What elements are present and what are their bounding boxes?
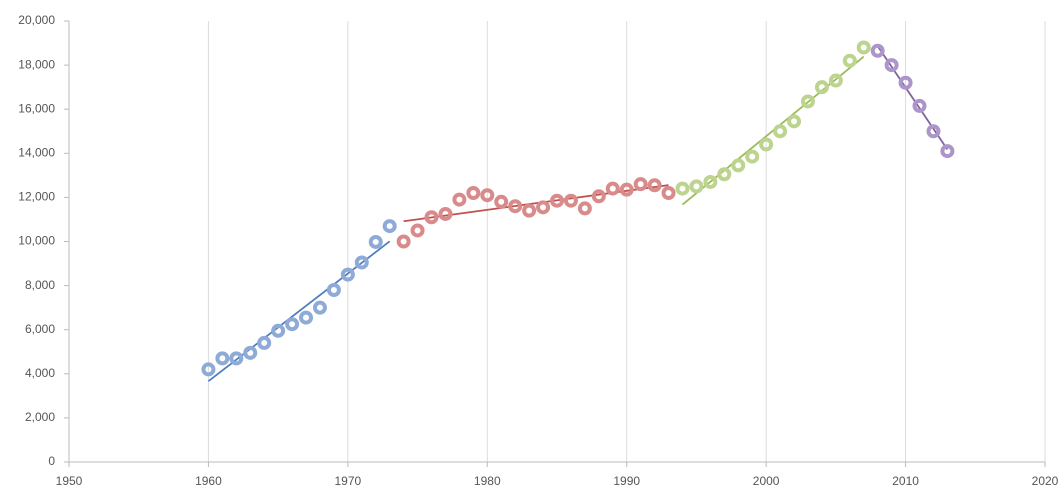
y-tick-label: 20,000 <box>18 13 55 27</box>
point <box>717 167 732 182</box>
x-tick-label: 2000 <box>753 474 780 488</box>
point <box>536 200 551 215</box>
point <box>354 255 369 270</box>
point <box>522 203 537 218</box>
point <box>884 58 899 73</box>
x-tick-label: 1970 <box>335 474 362 488</box>
trend-line <box>207 240 391 382</box>
point <box>466 185 481 200</box>
y-tick-label: 12,000 <box>18 190 55 204</box>
point <box>396 234 411 249</box>
point <box>229 351 244 366</box>
y-tick-label: 4,000 <box>25 366 55 380</box>
point <box>647 178 662 193</box>
point <box>912 98 927 113</box>
point <box>800 94 815 109</box>
y-tick-label: 8,000 <box>25 278 55 292</box>
point <box>661 185 676 200</box>
trend-line <box>403 184 669 223</box>
y-tick-label: 2,000 <box>25 410 55 424</box>
point <box>773 124 788 139</box>
point <box>898 75 913 90</box>
point <box>591 189 606 204</box>
point <box>940 144 955 159</box>
y-tick-label: 0 <box>48 454 55 468</box>
point <box>201 362 216 377</box>
point <box>828 73 843 88</box>
y-tick-label: 14,000 <box>18 145 55 159</box>
point <box>926 124 941 139</box>
point <box>675 181 690 196</box>
point <box>480 188 495 203</box>
point <box>605 181 620 196</box>
point <box>271 323 286 338</box>
point <box>299 310 314 325</box>
y-tick-label: 6,000 <box>25 322 55 336</box>
point <box>703 174 718 189</box>
y-tick-label: 10,000 <box>18 234 55 248</box>
point <box>619 182 634 197</box>
point <box>842 53 857 68</box>
y-tick-label: 18,000 <box>18 57 55 71</box>
x-tick-label: 2010 <box>892 474 919 488</box>
point <box>577 201 592 216</box>
x-tick-label: 1950 <box>56 474 83 488</box>
x-tick-label: 1980 <box>474 474 501 488</box>
point <box>438 206 453 221</box>
point <box>382 219 397 234</box>
x-tick-label: 1960 <box>195 474 222 488</box>
point <box>215 351 230 366</box>
point <box>285 317 300 332</box>
point <box>814 80 829 95</box>
point <box>870 43 885 58</box>
point <box>689 179 704 194</box>
point <box>759 137 774 152</box>
point <box>410 223 425 238</box>
point <box>633 177 648 192</box>
point <box>326 283 341 298</box>
point <box>243 345 258 360</box>
point <box>494 194 509 209</box>
trend-line <box>681 55 865 206</box>
point <box>550 193 564 208</box>
point <box>856 40 871 55</box>
point <box>452 192 467 207</box>
point <box>368 234 383 249</box>
trend-line <box>876 45 949 150</box>
point <box>787 114 802 129</box>
point <box>563 193 578 208</box>
y-tick-label: 16,000 <box>18 101 55 115</box>
point <box>312 300 327 315</box>
point <box>340 267 355 282</box>
point <box>731 158 746 173</box>
point <box>745 149 760 164</box>
x-tick-label: 1990 <box>613 474 640 488</box>
point <box>508 199 523 214</box>
x-tick-label: 2020 <box>1032 474 1059 488</box>
point <box>424 210 439 225</box>
point <box>257 335 272 350</box>
